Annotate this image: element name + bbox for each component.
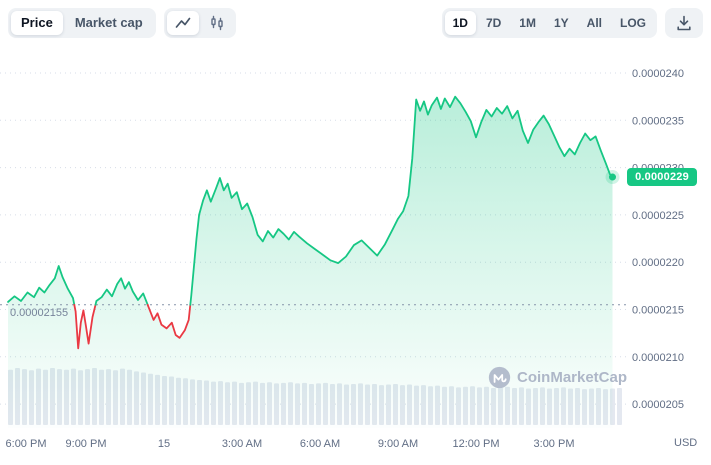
svg-text:0.0000205: 0.0000205	[632, 399, 684, 411]
candlestick-button[interactable]	[201, 11, 233, 35]
line-chart-button[interactable]	[166, 11, 199, 35]
prev-close-price-label: 0.00002155	[10, 307, 69, 319]
svg-text:0.0000225: 0.0000225	[632, 210, 684, 222]
svg-text:0.0000210: 0.0000210	[632, 352, 684, 364]
line-chart-icon	[175, 17, 191, 28]
download-group	[665, 8, 703, 38]
svg-text:9:00 PM: 9:00 PM	[66, 438, 107, 450]
range-7d-button[interactable]: 7D	[478, 11, 509, 35]
range-selector: 1D 7D 1M 1Y All LOG	[441, 8, 657, 38]
range-1d-button[interactable]: 1D	[444, 11, 476, 35]
current-price-badge: 0.0000229	[627, 168, 697, 186]
svg-text:0.0000235: 0.0000235	[632, 115, 684, 127]
current-price-dot	[605, 170, 620, 185]
market-cap-tab[interactable]: Market cap	[65, 11, 153, 35]
range-1y-button[interactable]: 1Y	[546, 11, 577, 35]
metric-toggle: Price Market cap	[8, 8, 156, 38]
svg-text:0.0000240: 0.0000240	[632, 68, 684, 80]
price-line	[7, 95, 614, 350]
svg-text:9:00 AM: 9:00 AM	[378, 438, 418, 450]
svg-text:0.0000215: 0.0000215	[632, 305, 684, 317]
toolbar-right: 1D 7D 1M 1Y All LOG	[441, 8, 703, 38]
svg-text:12:00 PM: 12:00 PM	[452, 438, 499, 450]
svg-text:0.0000220: 0.0000220	[632, 257, 684, 269]
y-axis-labels: 0.00002400.00002350.00002300.00002250.00…	[632, 68, 684, 411]
svg-text:3:00 PM: 3:00 PM	[534, 438, 575, 450]
toolbar-left: Price Market cap	[8, 8, 236, 38]
log-scale-button[interactable]: LOG	[612, 11, 654, 35]
download-icon	[677, 15, 691, 31]
svg-text:3:00 AM: 3:00 AM	[222, 438, 262, 450]
chart-toolbar: Price Market cap 1D 7D 1M	[8, 8, 703, 38]
svg-text:6:00 AM: 6:00 AM	[300, 438, 340, 450]
chart-type-toggle	[163, 8, 236, 38]
svg-text:15: 15	[158, 438, 170, 450]
price-tab[interactable]: Price	[11, 11, 63, 35]
currency-unit-label: USD	[674, 437, 698, 449]
candlestick-icon	[211, 15, 223, 31]
svg-text:6:00 PM: 6:00 PM	[6, 438, 47, 450]
download-button[interactable]	[668, 11, 700, 35]
price-area-fill	[8, 96, 613, 428]
range-1m-button[interactable]: 1M	[511, 11, 544, 35]
x-axis-labels: 6:00 PM 9:00 PM 15 3:00 AM 6:00 AM 9:00 AM 12:…	[6, 438, 575, 450]
range-all-button[interactable]: All	[579, 11, 610, 35]
